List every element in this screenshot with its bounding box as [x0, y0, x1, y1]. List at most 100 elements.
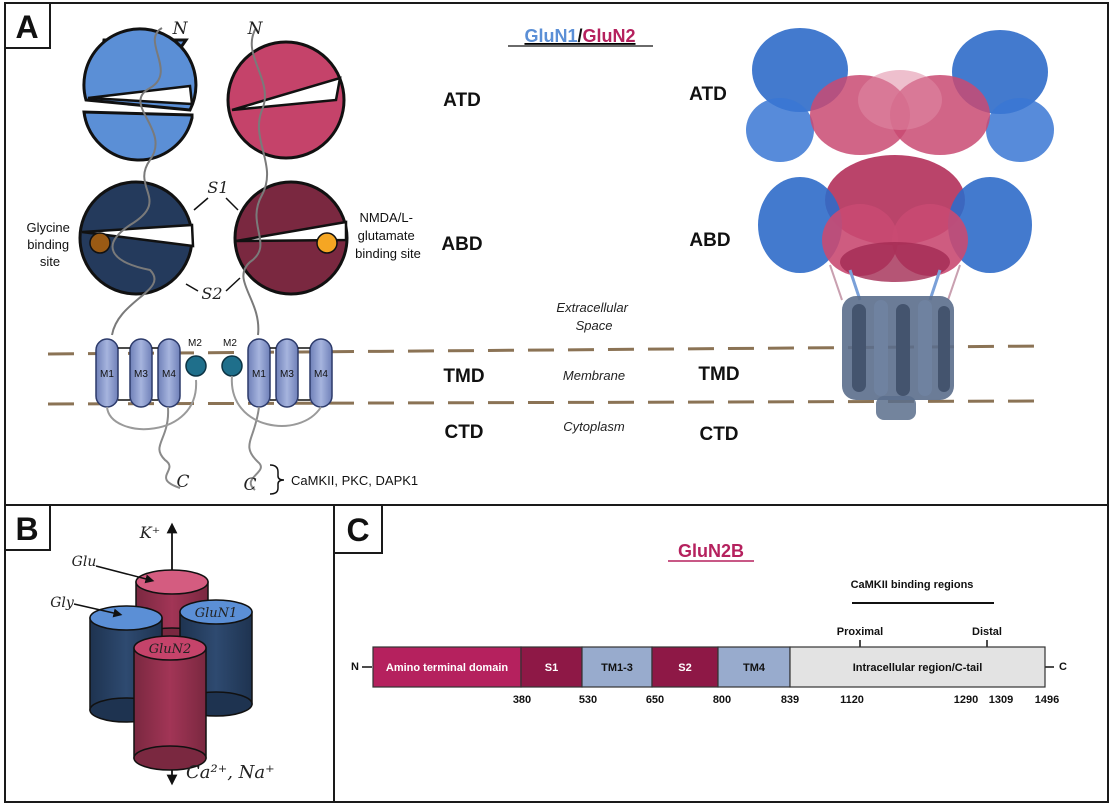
glutamate-ligand-dot [316, 232, 338, 254]
distal-label: Distal [972, 626, 1002, 638]
residue-position-label: 1120 [840, 694, 864, 706]
panel-b-letter-box: B [4, 504, 51, 551]
receptor-structure-illustration [746, 28, 1054, 420]
extracellular-label: Extracellular Space [556, 300, 631, 333]
glun2-m4-helix: M4 [309, 338, 333, 408]
membrane-outer-line [47, 344, 1046, 356]
segment-intracellular-region-c-tail [789, 646, 1046, 688]
glun1-atd-lower-lobe [82, 110, 194, 162]
ctd-label-right: CTD [699, 424, 738, 445]
glun1-abd-cleft [81, 223, 195, 248]
segment-label: TM4 [743, 662, 766, 674]
glun2-c-terminus: C [243, 475, 256, 495]
glun1-m2-pore-loop [185, 355, 207, 377]
glun1-n-terminus: N [172, 19, 189, 39]
title-glun1: GluN1 [524, 26, 577, 46]
panel-c: GluN2B CaMKII binding regions Proximal D… [351, 541, 1067, 706]
residue-position-label: 1496 [1035, 694, 1059, 706]
abd-label-right: ABD [689, 230, 730, 251]
glun2-backbone [242, 27, 268, 336]
glun1-m2-label: M2 [188, 338, 202, 349]
glun1-backbone [111, 27, 163, 336]
glun1-m4-helix: M4 [157, 338, 181, 408]
glun2-intracellular-loop [230, 375, 322, 427]
panel-c-letter: C [346, 512, 369, 548]
title-separator: / [577, 26, 582, 46]
svg-text:M1: M1 [100, 369, 114, 380]
panel-c-frame [333, 504, 1109, 803]
glun1-m1-helix: M1 [95, 338, 119, 408]
kinase-label: CaMKII, PKC, DAPK1 [291, 473, 418, 488]
glycine-ligand-dot [89, 232, 111, 254]
glu-arrow [95, 565, 155, 584]
residue-position-label: 1309 [989, 694, 1013, 706]
tmd-label-left: TMD [443, 366, 484, 387]
tmd-label-right: TMD [698, 364, 739, 385]
glun2-n-terminus: N [247, 19, 264, 39]
glun2-m2-label: M2 [223, 338, 237, 349]
glun1-m3-helix: M3 [129, 338, 153, 408]
gly-label: Gly [50, 595, 75, 611]
ca-na-ion-label: Ca²⁺, Na⁺ [186, 762, 275, 783]
svg-text:M3: M3 [134, 369, 148, 380]
glun2-m1-helix: M1 [247, 338, 271, 408]
segment-tm1-3 [581, 646, 653, 688]
s1-label: S1 [207, 178, 228, 197]
camkii-regions-label: CaMKII binding regions [851, 579, 974, 591]
glun1-subunit: M1 M3 M4 M2 N C [78, 19, 207, 492]
glun1-intracellular-loop [106, 379, 198, 431]
panel-b: GluN1 GluN2 Glu Gly K⁺ Ca²⁺, Na⁺ [50, 522, 275, 786]
abd-label-left: ABD [441, 234, 482, 255]
svg-text:M1: M1 [252, 369, 266, 380]
residue-position-label: 530 [579, 694, 597, 706]
k-ion-label: K⁺ [139, 523, 160, 542]
glun1-cylinder-label: GluN1 [195, 606, 238, 621]
glutamate-site-label: NMDA/L- glutamate binding site [355, 210, 421, 261]
atd-label-left: ATD [443, 90, 481, 111]
panel-c-letter-box: C [333, 504, 383, 554]
segment-s2 [651, 646, 719, 688]
glun2-subunit: M1 M3 M4 M2 N C [221, 19, 349, 495]
panel-a-title: GluN1/GluN2 [524, 26, 635, 46]
membrane-inner-line [47, 399, 1046, 406]
glun2b-title: GluN2B [678, 541, 744, 561]
glun2-m3-helix: M3 [275, 338, 299, 408]
glun2-abd-cleft [235, 220, 348, 243]
segment-tm4 [717, 646, 791, 688]
residue-position-label: 800 [713, 694, 731, 706]
svg-text:M3: M3 [280, 369, 294, 380]
segment-label: Intracellular region/C-tail [853, 662, 983, 674]
title-glun2: GluN2 [583, 26, 636, 46]
c-end-label: C [1059, 661, 1067, 673]
panel-a: GluN1/GluN2 M1 [27, 19, 1054, 495]
glun1-c-terminus: C [176, 472, 189, 492]
gly-arrow [73, 603, 123, 618]
glycine-site-label: Glycine binding site [27, 220, 74, 269]
segment-amino-terminal-domain [372, 646, 522, 688]
glu-label: Glu [72, 554, 97, 570]
ctd-label-left: CTD [444, 422, 483, 443]
residue-position-label: 839 [781, 694, 799, 706]
panel-a-letter: A [15, 9, 38, 45]
glun2-ctd-tail [248, 406, 262, 491]
residue-position-label: 380 [513, 694, 531, 706]
segment-label: Amino terminal domain [386, 662, 509, 674]
residue-position-label: 1290 [954, 694, 978, 706]
svg-text:M4: M4 [162, 369, 176, 380]
residue-position-label: 650 [646, 694, 664, 706]
segment-label: S2 [678, 662, 691, 674]
atd-label-right: ATD [689, 84, 727, 105]
glun1-ctd-tail [158, 406, 181, 489]
proximal-label: Proximal [837, 626, 883, 638]
panel-a-letter-box: A [4, 2, 51, 49]
glun2b-domain-bar: Amino terminal domain S1 TM1-3 S2 TM4 Intrace… [372, 646, 1046, 688]
glun2-m2-pore-loop [221, 355, 243, 377]
svg-text:M4: M4 [314, 369, 328, 380]
membrane-label: Membrane [563, 368, 625, 383]
glun2-atd-cleft [231, 76, 342, 112]
n-end-label: N [351, 661, 359, 673]
cytoplasm-label: Cytoplasm [563, 419, 625, 434]
segment-label: TM1-3 [601, 662, 633, 674]
s2-label: S2 [201, 284, 222, 303]
